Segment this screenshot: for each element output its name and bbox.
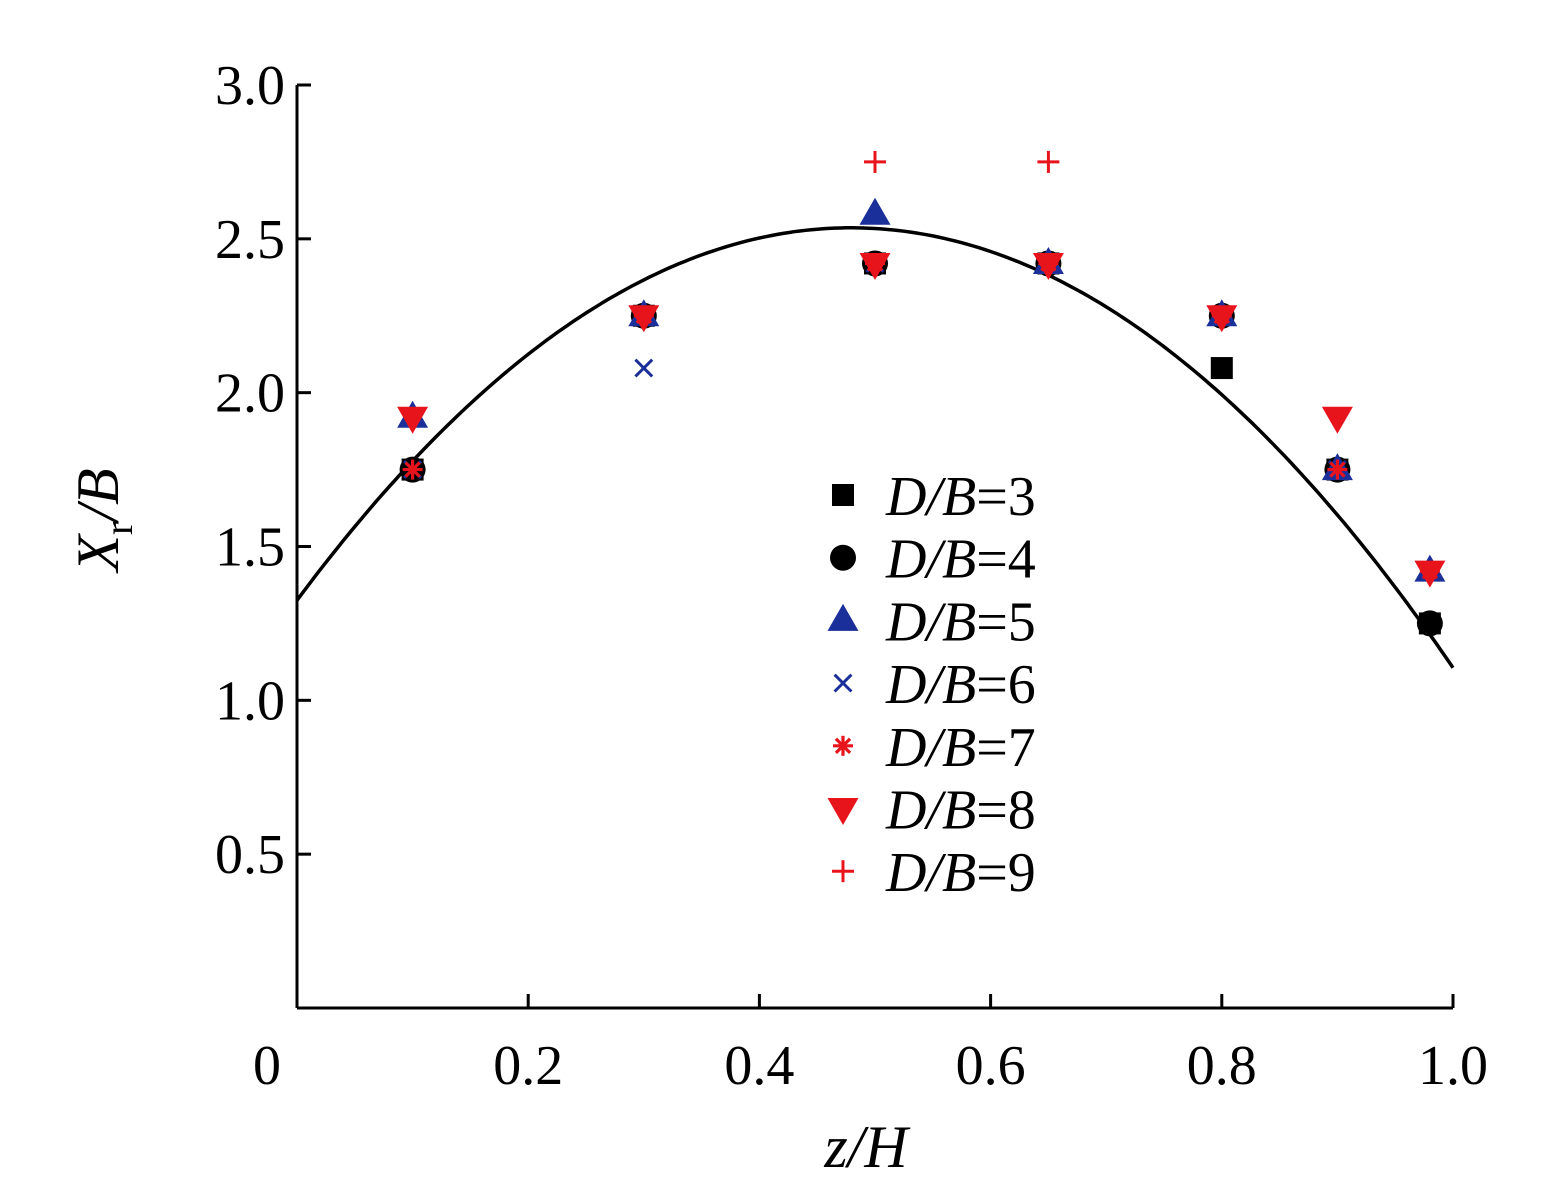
x-axis-label: z/H bbox=[823, 1114, 911, 1180]
x-tick-label: 0.2 bbox=[493, 1035, 563, 1097]
y-tick-label: 2.0 bbox=[215, 363, 285, 425]
legend-marker bbox=[833, 673, 853, 693]
axes: 0.5 1.0 1.5 2.0 2.5 3.0 0 0.2 0.4 0.6 0.8 1.0 bbox=[215, 55, 1488, 1097]
legend-label: D/B=3 bbox=[885, 466, 1036, 528]
axis-labels: z/H Xr/B bbox=[65, 468, 911, 1180]
data-point-series-7 bbox=[1327, 459, 1348, 480]
data-point-series-8 bbox=[859, 252, 891, 280]
data-point-series-8 bbox=[1032, 252, 1064, 280]
legend-label: D/B=6 bbox=[885, 654, 1036, 716]
data-point-series-9 bbox=[864, 150, 886, 173]
legend: D/B=3D/B=4D/B=5D/B=6D/B=7D/B=8D/B=9 bbox=[827, 466, 1036, 904]
data-point-series-8 bbox=[1414, 560, 1446, 588]
legend-marker bbox=[827, 798, 859, 825]
data-point-series-3 bbox=[1210, 357, 1233, 380]
x-tick-label: 0.8 bbox=[1187, 1035, 1257, 1097]
fit-curve-group bbox=[295, 226, 1455, 669]
x-tick-label: 0.4 bbox=[724, 1035, 794, 1097]
data-point-series-8 bbox=[1321, 406, 1353, 434]
legend-label: D/B=7 bbox=[885, 717, 1036, 779]
y-tick-label: 1.0 bbox=[215, 670, 285, 732]
y-tick-label: 1.5 bbox=[215, 517, 285, 579]
legend-marker bbox=[832, 484, 854, 506]
data-point-series-4 bbox=[1416, 610, 1443, 637]
data-point-series-9 bbox=[1037, 150, 1060, 173]
data-point-series-7 bbox=[402, 459, 423, 480]
y-tick-label: 3.0 bbox=[215, 55, 285, 117]
y-tick-label: 2.5 bbox=[215, 209, 285, 271]
x-tick-label: 1.0 bbox=[1418, 1035, 1488, 1097]
data-marks bbox=[397, 150, 1446, 637]
legend-label: D/B=4 bbox=[885, 529, 1036, 591]
legend-marker bbox=[827, 603, 859, 631]
data-point-series-8 bbox=[1206, 305, 1238, 333]
data-point-series-6 bbox=[634, 358, 654, 378]
legend-label: D/B=9 bbox=[885, 842, 1036, 904]
legend-marker bbox=[832, 860, 854, 883]
y-tick-label: 0.5 bbox=[215, 824, 285, 886]
y-axis-label: Xr/B bbox=[65, 468, 141, 573]
data-point-series-8 bbox=[628, 305, 660, 333]
data-point-series-8 bbox=[397, 406, 429, 434]
legend-label: D/B=5 bbox=[885, 591, 1036, 653]
legend-marker bbox=[830, 544, 856, 571]
legend-label: D/B=8 bbox=[885, 780, 1036, 842]
x-tick-label: 0.6 bbox=[956, 1035, 1026, 1097]
fit-curve bbox=[295, 226, 1455, 669]
x-tick-label: 0 bbox=[253, 1035, 281, 1097]
data-point-series-5 bbox=[859, 197, 891, 225]
legend-marker bbox=[833, 735, 853, 756]
